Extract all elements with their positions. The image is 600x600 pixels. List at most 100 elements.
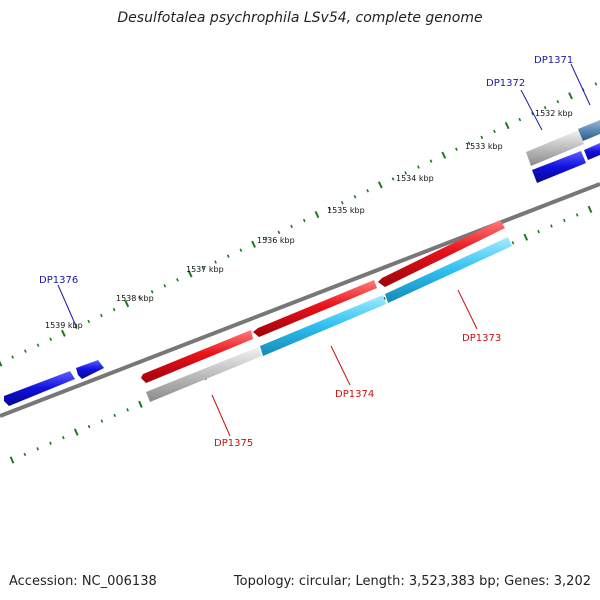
genome-backbone [0, 182, 600, 418]
inner-tick [562, 218, 566, 223]
inner-tick [62, 436, 65, 440]
outer-tick [124, 300, 130, 308]
outer-tick [480, 135, 484, 140]
inner-tick [138, 400, 143, 408]
inner-tick [36, 447, 40, 451]
outer-tick [163, 284, 167, 288]
outer-tick [531, 111, 534, 116]
outer-tick [290, 224, 293, 229]
outer-tick [187, 270, 193, 278]
leader-dp1374 [330, 345, 351, 386]
outer-tick [176, 278, 179, 282]
outer-tick [264, 236, 268, 241]
tick-label-1539: 1539 kbp [45, 321, 83, 330]
outer-tick [239, 248, 243, 252]
inner-tick [383, 296, 386, 301]
outer-tick [353, 195, 357, 199]
outer-tick [87, 319, 91, 324]
tick-label-1534: 1534 kbp [396, 174, 434, 183]
outer-tick [61, 329, 66, 337]
gene-bar-dp1376-reverse-a [4, 371, 75, 406]
gene-bar-dp1372-forward [526, 130, 584, 166]
inner-tick [87, 424, 91, 429]
outer-tick [366, 189, 370, 193]
gene-bar-dp1375-reverse [146, 347, 262, 402]
outer-tick [467, 141, 471, 146]
inner-tick [73, 428, 79, 436]
leader-dp1373 [457, 289, 478, 330]
gene-bar-dp1373-reverse [385, 237, 512, 303]
inner-tick [550, 224, 553, 228]
outer-tick [594, 82, 598, 86]
inner-tick [9, 456, 15, 464]
inner-tick [23, 452, 27, 457]
outer-tick [302, 218, 306, 223]
outer-tick [404, 171, 408, 175]
outer-tick [429, 159, 433, 163]
outer-tick [11, 355, 15, 359]
gene-label-dp1371: DP1371 [534, 55, 573, 66]
inner-tick [587, 205, 593, 213]
outer-tick [201, 266, 205, 270]
outer-tick [100, 313, 103, 318]
leader-dp1376 [57, 284, 77, 327]
gene-bar-dp1373-forward [378, 220, 505, 287]
outer-tick [417, 165, 420, 169]
outer-tick-marks [0, 82, 598, 367]
outer-tick [74, 325, 78, 330]
outer-tick [314, 210, 320, 219]
inner-tick [100, 419, 104, 423]
outer-tick [251, 240, 256, 248]
gene-bar-dp1375-forward [141, 330, 253, 383]
outer-tick [377, 181, 383, 189]
gene-bar-dp1376-reverse-b [76, 360, 104, 379]
gene-labels: DP1371 DP1372 DP1373 DP1374 DP1375 DP137… [39, 55, 573, 449]
gene-bar-dp1371-reverse [584, 143, 600, 160]
reverse-strand-features [4, 143, 600, 406]
inner-tick [113, 413, 117, 418]
leader-dp1375 [211, 394, 231, 437]
gene-label-dp1375: DP1375 [214, 438, 253, 449]
gene-label-dp1373: DP1373 [462, 333, 501, 344]
gene-bar-dp1374-reverse [260, 295, 386, 356]
gene-bar-dp1372-reverse [532, 151, 586, 183]
outer-tick [340, 200, 344, 205]
genome-summary-text: Topology: circular; Length: 3,523,383 bp… [233, 574, 591, 589]
outer-tick [23, 349, 27, 353]
outer-tick [226, 254, 230, 258]
outer-tick [504, 121, 510, 130]
outer-tick [150, 290, 154, 294]
outer-tick [455, 147, 458, 151]
gene-label-dp1372: DP1372 [486, 78, 525, 89]
outer-tick [328, 206, 332, 211]
gene-label-dp1376: DP1376 [39, 275, 78, 286]
gene-bar-dp1371-forward [578, 120, 600, 141]
tick-label-1533: 1533 kbp [465, 142, 503, 151]
outer-tick [556, 100, 560, 104]
tick-label-1532: 1532 kbp [535, 109, 573, 118]
outer-tick [214, 260, 217, 264]
outer-tick [49, 337, 53, 341]
inner-tick [537, 229, 540, 234]
outer-tick [493, 129, 496, 134]
tick-label-1538: 1538 kbp [116, 294, 154, 303]
outer-tick [568, 92, 573, 100]
leader-dp1372 [520, 89, 543, 131]
inner-tick [49, 441, 52, 445]
gene-label-dp1374: DP1374 [335, 389, 374, 400]
outer-tick [277, 230, 281, 235]
tick-label-1537: 1537 kbp [186, 265, 224, 274]
outer-tick [0, 360, 3, 367]
gene-leader-lines [57, 63, 591, 437]
gene-bar-dp1374-forward [253, 280, 377, 337]
tick-labels: 1532 kbp 1533 kbp 1534 kbp 1535 kbp 1536… [45, 109, 573, 330]
outer-tick [518, 117, 522, 122]
map-title: Desulfotalea psychrophila LSv54, complet… [117, 10, 483, 26]
inner-tick [126, 408, 129, 412]
outer-tick [543, 105, 547, 110]
tick-label-1535: 1535 kbp [327, 206, 365, 215]
outer-tick [441, 151, 447, 159]
outer-tick [36, 343, 40, 347]
tick-label-1536: 1536 kbp [257, 236, 295, 245]
